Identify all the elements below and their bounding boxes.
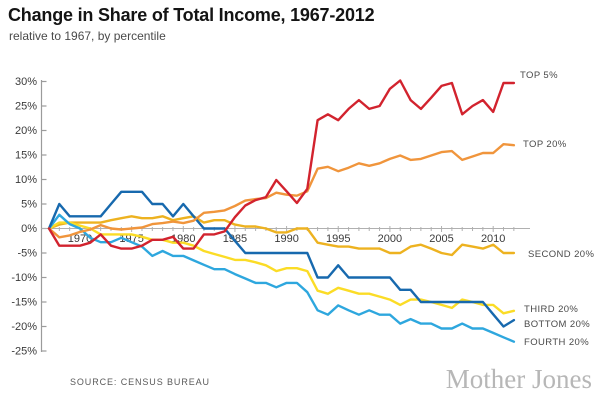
series-line-bottom-20 [47, 190, 516, 328]
series-line-third-20 [47, 221, 516, 315]
series-line-top-5 [47, 79, 516, 250]
series-line-fourth-20 [47, 213, 516, 343]
brand-logo: Mother Jones [445, 364, 592, 394]
legend-label-fourth-20: FOURTH 20% [524, 337, 589, 348]
series-line-top-20 [47, 142, 516, 239]
x-axis-tick-label: 1970 [68, 233, 92, 245]
y-axis-tick-label: -15% [11, 297, 37, 309]
y-axis-tick-label: -10% [11, 272, 37, 284]
series-line-second-20 [47, 215, 516, 257]
y-axis-tick-label: 30% [15, 76, 37, 88]
source-credit: SOURCE: CENSUS BUREAU [70, 377, 210, 387]
y-axis-tick-label: -20% [11, 321, 37, 333]
legend-label-top-5: TOP 5% [520, 70, 558, 81]
x-axis-tick-label: 1990 [274, 233, 298, 245]
x-axis-tick-label: 2005 [429, 233, 453, 245]
x-axis-tick-label: 2000 [378, 233, 402, 245]
chart-subtitle: relative to 1967, by percentile [9, 29, 166, 43]
legend-label-second-20: SECOND 20% [528, 249, 594, 260]
chart-title: Change in Share of Total Income, 1967-20… [8, 5, 375, 25]
legend-label-third-20: THIRD 20% [524, 304, 578, 315]
y-axis-tick-label: 0% [21, 223, 37, 235]
legend-label-bottom-20: BOTTOM 20% [524, 319, 590, 330]
y-axis-tick-label: -25% [11, 346, 37, 358]
x-axis-tick-label: 1995 [326, 233, 350, 245]
y-axis-tick-label: 15% [15, 150, 37, 162]
y-axis-tick-label: -5% [17, 248, 37, 260]
y-axis-tick-label: 20% [15, 125, 37, 137]
x-axis-tick-label: 2010 [481, 233, 505, 245]
y-axis-tick-label: 5% [21, 199, 37, 211]
y-axis-tick-label: 10% [15, 174, 37, 186]
legend-label-top-20: TOP 20% [523, 139, 567, 150]
y-axis-tick-label: 25% [15, 101, 37, 113]
